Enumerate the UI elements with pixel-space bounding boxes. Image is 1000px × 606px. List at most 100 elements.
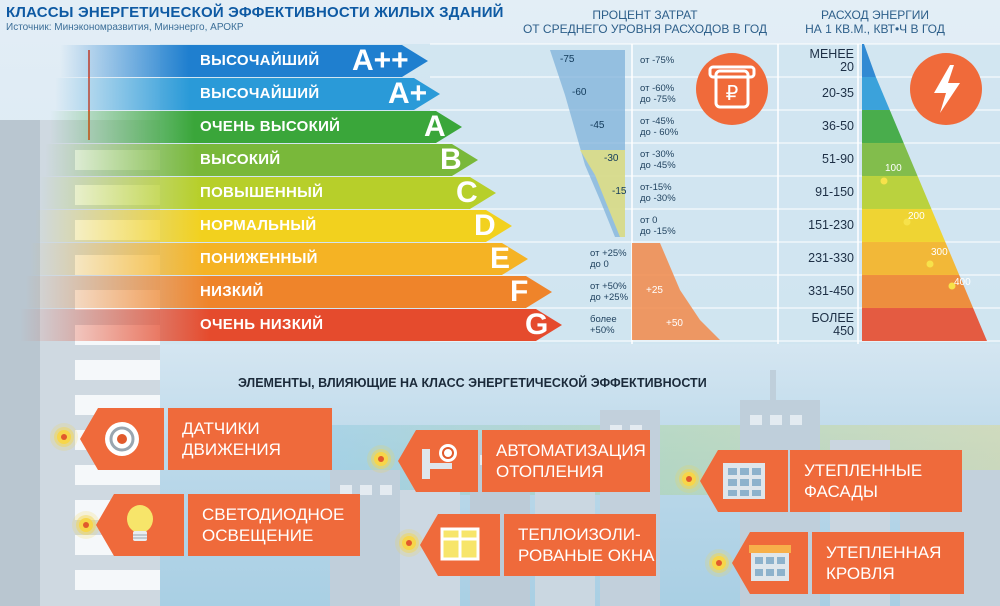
energy-marker-dot: [948, 282, 956, 290]
cost-range: от +50% до +25%: [590, 281, 640, 303]
cost-marker: -75: [560, 54, 575, 65]
factors-title: ЭЛЕМЕНТЫ, ВЛИЯЮЩИЕ НА КЛАСС ЭНЕРГЕТИЧЕСК…: [238, 376, 707, 390]
energy-range: 331-450: [780, 285, 854, 298]
energy-class-name: ОЧЕНЬ НИЗКИЙ: [200, 316, 324, 333]
factor-marker-icon: [374, 452, 388, 466]
factor-marker-icon: [57, 430, 71, 444]
energy-triangle-band: [862, 242, 960, 275]
cost-range-from: более: [590, 314, 617, 325]
energy-class-arrow: [60, 45, 428, 77]
cost-range: от -45% до - 60%: [640, 116, 700, 138]
cost-marker: +25: [646, 285, 663, 296]
energy-triangle-band: [862, 143, 918, 176]
energy-class-letter: A+: [388, 77, 428, 110]
factor-marker-icon: [79, 518, 93, 532]
energy-class-arrow: [55, 78, 440, 110]
cost-marker: +50: [666, 318, 683, 329]
page-title: КЛАССЫ ЭНЕРГЕТИЧЕСКОЙ ЭФФЕКТИВНОСТИ ЖИЛЫ…: [6, 4, 504, 21]
cost-range: от -60% до -75%: [640, 83, 700, 105]
factor-label-line1: ДАТЧИКИ: [182, 419, 260, 438]
energy-triangle-band: [862, 77, 890, 110]
cost-overrun-spike: [632, 243, 720, 340]
cost-range-to: до -30%: [640, 193, 676, 204]
energy-range-line1: МЕНЕЕ: [809, 47, 854, 61]
energy-range-line1: 36-50: [822, 119, 854, 133]
energy-range-line1: 151-230: [808, 218, 854, 232]
cost-range-from: от +25%: [590, 248, 627, 259]
factor-label-line1: УТЕПЛЕННАЯ: [826, 543, 942, 562]
source-note: Источник: Минэкономразвития, Минэнерго, …: [6, 22, 244, 33]
cost-header-line2: ОТ СРЕДНЕГО УРОВНЯ РАСХОДОВ В ГОД: [522, 22, 768, 36]
energy-header-line2: НА 1 КВ.М., КВТ•Ч В ГОД: [805, 22, 945, 36]
energy-range-line1: 331-450: [808, 284, 854, 298]
cost-range-to: до +25%: [590, 292, 629, 303]
energy-class-name: НИЗКИЙ: [200, 283, 264, 300]
cost-range-from: от +50%: [590, 281, 627, 292]
cost-marker: -15: [612, 186, 627, 197]
factor-label-line2: ДВИЖЕНИЯ: [182, 440, 281, 459]
cost-range-to: до -15%: [640, 226, 676, 237]
energy-range: 36-50: [780, 120, 854, 133]
cost-range-from: от 0: [640, 215, 658, 226]
energy-class-letter: A++: [352, 44, 409, 77]
factor-label-line2: ОТОПЛЕНИЯ: [496, 462, 604, 481]
energy-range: 91-150: [780, 186, 854, 199]
cost-range: от +25% до 0: [590, 248, 640, 270]
cost-range: от -75%: [640, 55, 700, 66]
energy-range-line1: БОЛЕЕ: [811, 311, 854, 325]
factor-marker-icon: [682, 472, 696, 486]
cost-range: от -30% до -45%: [640, 149, 700, 171]
factor-label-box: ДАТЧИКИ ДВИЖЕНИЯ: [168, 408, 332, 470]
energy-marker-dot: [926, 260, 934, 268]
energy-range: 231-330: [780, 252, 854, 265]
energy-class-name: ОЧЕНЬ ВЫСОКИЙ: [200, 118, 341, 135]
energy-range: 20-35: [780, 87, 854, 100]
cost-marker: -30: [604, 153, 619, 164]
factor-label-box: УТЕПЛЕННЫЕ ФАСАДЫ: [790, 450, 962, 512]
energy-range: БОЛЕЕ 450: [780, 312, 854, 338]
energy-class-name: ПОВЫШЕННЫЙ: [200, 184, 324, 201]
cost-range-from: от -30%: [640, 149, 675, 160]
cost-marker: -45: [590, 120, 605, 131]
cost-range: от 0 до -15%: [640, 215, 700, 237]
cost-range-to: до -75%: [640, 94, 676, 105]
energy-marker-label: 400: [954, 277, 971, 288]
energy-class-letter: C: [456, 176, 478, 209]
cost-range-to: до -45%: [640, 160, 676, 171]
factor-label-box: СВЕТОДИОДНОЕ ОСВЕЩЕНИЕ: [188, 494, 360, 556]
ruble-card-icon: ₽: [696, 53, 768, 125]
energy-class-row: ВЫСОЧАЙШИЙ A+ от -60% до -75% -60 20-35: [0, 78, 1000, 110]
energy-class-arrow: [35, 210, 512, 242]
cost-range-to: до - 60%: [640, 127, 679, 138]
energy-class-name: ПОНИЖЕННЫЙ: [200, 250, 318, 267]
energy-class-arrow: [45, 144, 478, 176]
energy-range-line2: 20: [840, 60, 854, 74]
energy-marker-dot: [880, 177, 888, 185]
factor-label-box: АВТОМАТИЗАЦИЯ ОТОПЛЕНИЯ: [482, 430, 650, 492]
energy-triangle-band: [862, 176, 932, 209]
cost-header-line1: ПРОЦЕНТ ЗАТРАТ: [592, 8, 698, 22]
cost-range: от-15% до -30%: [640, 182, 700, 204]
cost-column-header: ПРОЦЕНТ ЗАТРАТ ОТ СРЕДНЕГО УРОВНЯ РАСХОД…: [520, 8, 770, 36]
energy-marker-dot: [903, 218, 911, 226]
energy-class-name: ВЫСОКИЙ: [200, 151, 281, 168]
cost-savings-wedge-low: [580, 150, 625, 237]
facade-icon: [700, 450, 788, 512]
roof-icon: [732, 532, 808, 594]
cost-range-to: до 0: [590, 259, 609, 270]
window-icon: [420, 514, 500, 576]
energy-class-arrow: [20, 309, 562, 341]
cost-range-from: от -75%: [640, 55, 675, 66]
energy-class-arrow: [40, 177, 496, 209]
energy-triangle-band: [862, 209, 946, 242]
energy-marker-label: 100: [885, 163, 902, 174]
energy-class-row: ВЫСОЧАЙШИЙ A++ от -75% -75 МЕНЕЕ 20: [0, 45, 1000, 77]
factor-label-line1: АВТОМАТИЗАЦИЯ: [496, 441, 646, 460]
cost-marker: -60: [572, 87, 587, 98]
